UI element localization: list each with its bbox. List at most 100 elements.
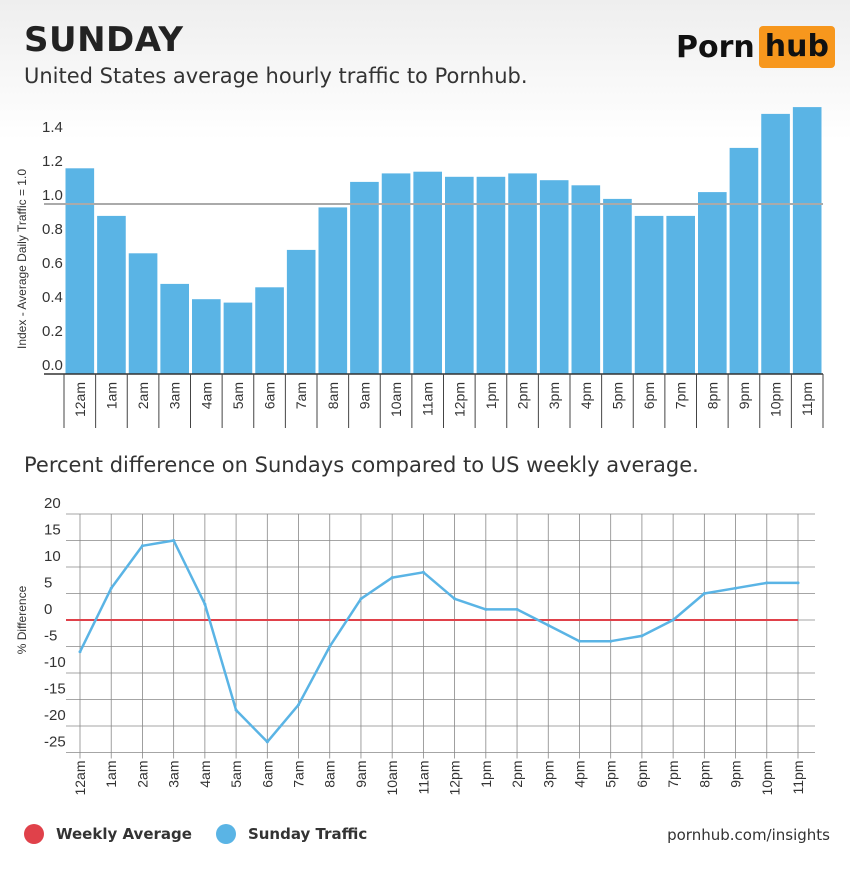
x-tick-label: 11pm <box>799 382 815 416</box>
x-tick-label: 9am <box>353 761 369 788</box>
x-tick-label: 4am <box>197 761 213 788</box>
x-tick-label: 10pm <box>768 382 784 417</box>
data-point <box>297 703 301 707</box>
percent-difference-line-chart: 20 15 10 5 0 -5 -10 -15 -20 -25 12am 1am 2am 3am 4am 5a… <box>15 495 815 796</box>
x-tick-label: 11am <box>420 382 436 416</box>
x-tick-label: 3am <box>166 761 182 788</box>
x-tick-label: 7am <box>291 761 307 788</box>
legend-label-sunday-traffic: Sunday Traffic <box>247 825 368 843</box>
bar <box>445 176 474 374</box>
data-point <box>765 581 769 585</box>
data-point <box>328 645 332 648</box>
x-tick-label: 10am <box>388 382 404 417</box>
y-axis-label: % Difference <box>15 585 29 654</box>
x-tick-label: 5pm <box>609 382 625 409</box>
bar <box>761 113 790 375</box>
x-tick-label: 9pm <box>728 761 744 788</box>
bar <box>413 171 442 374</box>
x-tick-label: 5pm <box>603 761 619 788</box>
data-point <box>734 586 738 590</box>
x-tick-label: 2am <box>135 382 151 409</box>
x-tick-label: 12pm <box>451 382 467 417</box>
data-point <box>234 708 238 712</box>
x-tick-label: 7am <box>293 382 309 409</box>
data-point <box>78 650 82 654</box>
y-tick-label: 1.2 <box>42 153 63 170</box>
x-tick-label: 6am <box>262 382 278 409</box>
x-tick-label: 4am <box>198 382 214 409</box>
y-tick-label: 0.6 <box>42 255 63 272</box>
y-tick-label: 0.0 <box>42 357 63 374</box>
legend-dot-weekly-average <box>24 824 44 844</box>
y-tick-label: -15 <box>44 681 66 698</box>
x-tick-label: 8pm <box>704 382 720 409</box>
bar <box>698 192 727 374</box>
bar <box>571 185 601 374</box>
y-tick-label: 0.4 <box>42 289 63 306</box>
bar <box>286 249 316 374</box>
bar <box>476 176 506 374</box>
bar <box>97 215 126 374</box>
x-tick-label: 11pm <box>790 761 806 795</box>
x-tick-label: 12pm <box>447 761 463 796</box>
x-tick-label: 12am <box>72 761 88 796</box>
bar <box>603 198 632 374</box>
bar <box>792 107 822 374</box>
chart-title: SUNDAY <box>24 20 184 60</box>
x-tick-label: 9pm <box>736 382 752 409</box>
x-tick-label: 11am <box>415 761 431 795</box>
legend: Weekly Average Sunday Traffic <box>24 824 391 844</box>
data-point <box>421 570 425 574</box>
bar <box>666 215 695 374</box>
y-tick-label: 0.8 <box>42 221 63 238</box>
x-tick-label: 3am <box>167 382 183 409</box>
x-tick-label: 7pm <box>673 382 689 409</box>
x-tick-label: 2am <box>134 761 150 788</box>
data-point <box>671 618 675 622</box>
x-tick-label: 8pm <box>696 761 712 788</box>
y-tick-label: 1.4 <box>42 119 63 136</box>
x-tick-label: 7pm <box>665 761 681 788</box>
x-tick-label: 12am <box>72 382 88 417</box>
pornhub-logo: Porn hub <box>676 26 835 68</box>
data-point <box>453 597 457 601</box>
data-point <box>546 623 550 627</box>
x-tick-label: 5am <box>228 761 244 788</box>
bar <box>350 181 379 374</box>
y-tick-label: 1.0 <box>42 187 63 204</box>
data-point <box>172 539 176 542</box>
bar <box>255 287 284 374</box>
logo-left-text: Porn <box>676 29 755 65</box>
x-tick-label: 6pm <box>641 382 657 409</box>
x-tick-label: 10am <box>384 761 400 796</box>
line-chart-title: Percent difference on Sundays compared t… <box>24 453 699 477</box>
data-point <box>577 639 581 643</box>
bar <box>192 299 221 374</box>
x-tick-label: 1am <box>103 761 119 788</box>
y-tick-label: 20 <box>44 495 61 512</box>
data-point <box>609 639 613 643</box>
x-tick-label: 9am <box>356 382 372 409</box>
y-tick-label: -20 <box>44 707 66 724</box>
logo-right-text: hub <box>758 26 835 68</box>
x-tick-label: 4pm <box>578 382 594 409</box>
x-tick-label: 3pm <box>540 761 556 788</box>
y-tick-label: -25 <box>44 734 66 751</box>
bar <box>318 207 348 374</box>
chart-subtitle: United States average hourly traffic to … <box>24 64 528 88</box>
hourly-traffic-bar-chart: 0.0 0.2 0.4 0.6 0.8 1.0 1.2 1.4 12am 1am 2am 3am 4am… <box>15 107 824 428</box>
data-point <box>515 607 519 611</box>
x-tick-label: 6am <box>259 761 275 788</box>
x-tick-label: 2pm <box>509 761 525 788</box>
bar <box>634 215 664 374</box>
legend-item-weekly-average: Weekly Average <box>24 824 192 844</box>
data-point <box>140 544 144 548</box>
data-point <box>796 581 800 585</box>
x-tick-label: 6pm <box>634 761 650 788</box>
sunday-traffic-line <box>78 539 798 744</box>
source-link[interactable]: pornhub.com/insights <box>667 826 830 844</box>
data-point <box>640 634 644 638</box>
bar <box>729 147 759 374</box>
data-point <box>203 602 207 606</box>
data-point <box>484 607 488 611</box>
